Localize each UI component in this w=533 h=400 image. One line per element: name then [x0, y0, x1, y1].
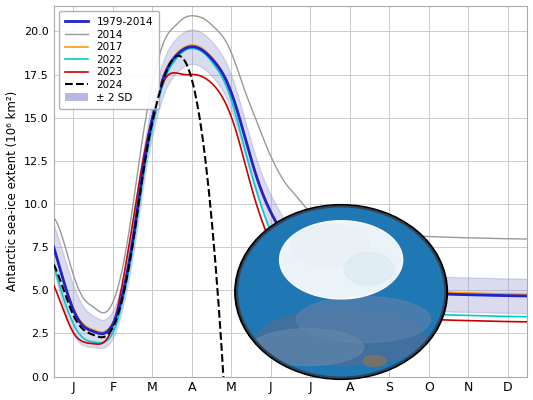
Ellipse shape: [257, 310, 425, 366]
Circle shape: [237, 206, 445, 378]
Circle shape: [235, 205, 448, 379]
Ellipse shape: [344, 253, 394, 285]
Ellipse shape: [252, 329, 364, 366]
Ellipse shape: [296, 297, 431, 342]
Ellipse shape: [291, 225, 369, 267]
Legend: 1979-2014, 2014, 2017, 2022, 2023, 2024, ± 2 SD: 1979-2014, 2014, 2017, 2022, 2023, 2024,…: [59, 11, 159, 109]
Ellipse shape: [279, 221, 403, 299]
Y-axis label: Antarctic sea-ice extent (10⁶ km²): Antarctic sea-ice extent (10⁶ km²): [5, 91, 19, 291]
Ellipse shape: [364, 356, 386, 366]
Circle shape: [237, 206, 445, 378]
